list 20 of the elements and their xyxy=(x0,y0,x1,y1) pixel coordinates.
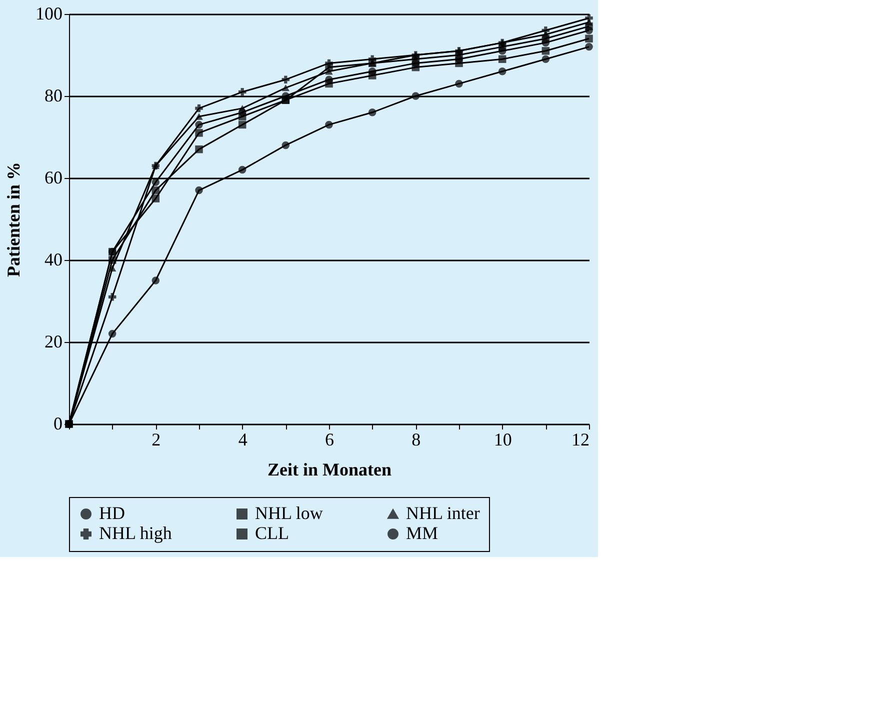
y-tick-label: 40 xyxy=(44,250,62,270)
y-tick-label: 60 xyxy=(44,168,62,188)
y-axis-title: Patienten in % xyxy=(4,162,24,277)
legend-label: NHL inter xyxy=(406,503,480,523)
y-tick-label: 100 xyxy=(36,4,62,24)
x-tick-label: 8 xyxy=(412,430,421,450)
legend-label: CLL xyxy=(255,523,289,543)
legend-label: NHL low xyxy=(255,503,323,523)
x-tick-label: 6 xyxy=(325,430,334,450)
legend-label: NHL high xyxy=(99,523,172,543)
x-axis-title: Zeit in Monaten xyxy=(268,460,392,480)
x-tick-label: 4 xyxy=(238,430,248,450)
y-tick-label: 20 xyxy=(44,332,62,352)
y-tick-label: 0 xyxy=(54,414,62,434)
x-tick-label: 12 xyxy=(572,430,590,450)
legend-label: HD xyxy=(99,503,125,523)
y-tick-label: 80 xyxy=(44,86,62,106)
x-tick-label: 10 xyxy=(494,430,512,450)
x-tick-label: 2 xyxy=(152,430,161,450)
legend-label: MM xyxy=(406,523,438,543)
